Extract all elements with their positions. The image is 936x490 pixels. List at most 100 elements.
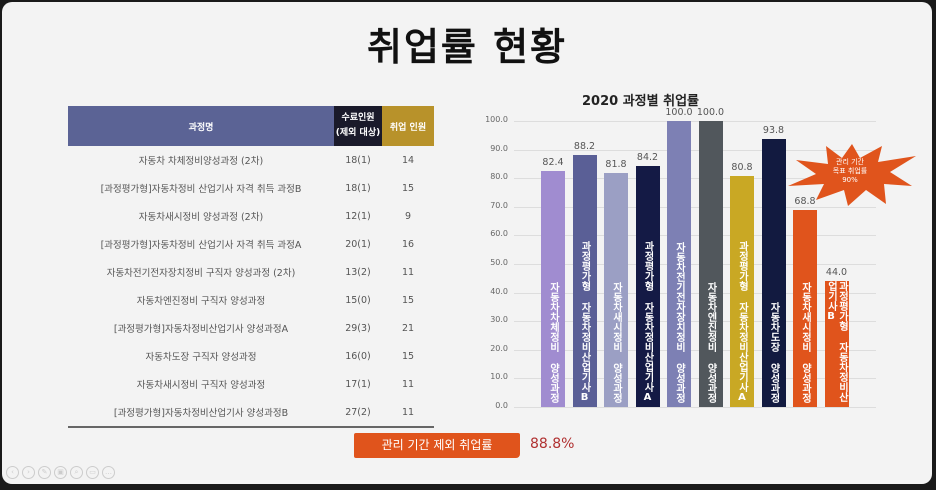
bar: 자동차차체정비 양성과정 bbox=[541, 171, 565, 407]
bar: 자동차새시정비 양성과정 bbox=[793, 210, 817, 407]
bar-chart: 0.0 10.0 20.0 30.0 40.0 50.0 60.0 70.0 80.0 90.0 1… bbox=[472, 102, 922, 422]
y-tick-label: 0.0 bbox=[495, 401, 508, 410]
page-title: 취업률 현황 bbox=[366, 25, 568, 69]
gridline bbox=[514, 178, 876, 180]
completed-count: 15(0) bbox=[345, 294, 371, 306]
course-name: [과정평가형]자동차정비산업기사 양성과정B bbox=[68, 398, 334, 428]
gridline bbox=[514, 206, 876, 208]
bar-value-label: 44.0 bbox=[825, 267, 848, 279]
completed-count: 16(0) bbox=[345, 350, 371, 362]
course-name: 자동차엔진정비 구직자 양성과정 bbox=[136, 296, 266, 307]
bar-category-label: 자동차도장 양성과정 bbox=[768, 301, 779, 403]
bar-value-label: 93.8 bbox=[762, 124, 785, 136]
starburst-annotation bbox=[788, 144, 916, 206]
bar-value-label: 84.2 bbox=[636, 152, 659, 164]
table-row: 자동차전기전자장치정비 구직자 양성과정 (2차) 13(2) 11 bbox=[68, 258, 434, 286]
y-tick-label: 20.0 bbox=[490, 343, 508, 353]
bar: 자동차도장 양성과정 bbox=[761, 138, 786, 407]
bar-value-label: 100.0 bbox=[696, 107, 725, 118]
bar-category-label: 자동차차체정비 양성과정 bbox=[547, 281, 559, 403]
header-completed: 수료인원 (제외 대상) bbox=[334, 106, 382, 146]
employed-count: 15 bbox=[401, 350, 415, 362]
slideshow-toolbar: ‹ › ✎ ▣ ⌕ ▭ … bbox=[6, 466, 115, 479]
completed-count: 17(1) bbox=[345, 378, 371, 390]
course-name: 자동차전기전자장치정비 구직자 양성과정 (2차) bbox=[106, 268, 296, 279]
gridline bbox=[514, 407, 876, 408]
bar-category-label: 자동차엔진정비 양성과정 bbox=[705, 282, 716, 403]
gridline bbox=[514, 292, 876, 294]
prev-icon[interactable]: ‹ bbox=[6, 466, 19, 479]
y-tick-label: 70.0 bbox=[490, 200, 508, 210]
gridline bbox=[514, 378, 876, 380]
completed-count: 18(1) bbox=[345, 182, 371, 194]
course-name: 자동차도장 구직자 양성과정 bbox=[145, 352, 257, 363]
course-table: 과정명 수료인원 (제외 대상) 취업 인원 자동차 차체정비양성과정 (2차) 1… bbox=[68, 106, 434, 428]
header-completed-label: 수료인원 bbox=[341, 113, 375, 123]
table-row: [과정평가형]자동차정비산업기사 양성과정A 29(3) 21 bbox=[68, 314, 434, 342]
completed-count: 29(3) bbox=[345, 322, 371, 334]
completed-count: 20(1) bbox=[345, 238, 371, 250]
y-tick-label: 40.0 bbox=[490, 286, 508, 296]
slide: 취업률 현황 과정명 수료인원 (제외 대상) 취업 인원 자동차 차체정비양성과… bbox=[2, 2, 932, 484]
course-name: 자동차새시정비 구직자 양성과정 bbox=[136, 380, 266, 391]
annotation-line: 90% bbox=[842, 176, 858, 184]
bar-category-label: 자동차새시정비 양성과정 bbox=[610, 281, 622, 403]
y-tick-label: 90.0 bbox=[490, 143, 508, 153]
bar-value-label: 68.8 bbox=[794, 196, 816, 208]
course-name: [과정평가형]자동차정비 산업기사 자격 취득 과정A bbox=[100, 240, 302, 251]
bar: 자동차새시정비 양성과정 bbox=[604, 173, 628, 407]
bar-value-label: 80.8 bbox=[731, 161, 753, 173]
course-name: 자동차 차체정비양성과정 (2차) bbox=[138, 156, 264, 167]
header-course: 과정명 bbox=[68, 106, 334, 146]
more-icon[interactable]: … bbox=[102, 466, 115, 479]
bar: 자동차전기전자장치정비 양성과정 bbox=[667, 121, 691, 407]
y-tick-label: 10.0 bbox=[490, 372, 508, 382]
bar-value-label: 82.4 bbox=[542, 157, 564, 169]
table-row: [과정평가형]자동차정비산업기사 양성과정B 27(2) 11 bbox=[68, 398, 434, 428]
header-excluded-label: (제외 대상) bbox=[335, 128, 381, 138]
gridline bbox=[514, 264, 876, 265]
camera-icon[interactable]: ▭ bbox=[86, 466, 99, 479]
y-tick-label: 60.0 bbox=[490, 229, 508, 239]
gridline bbox=[514, 349, 876, 351]
table-row: 자동차새시정비 구직자 양성과정 17(1) 11 bbox=[68, 370, 434, 398]
pen-icon[interactable]: ✎ bbox=[38, 466, 51, 479]
annotation-line: 목표 취업률 bbox=[832, 167, 868, 175]
completed-count: 13(2) bbox=[345, 266, 371, 278]
annotation-text: 관리 기간 목표 취업률 90% bbox=[810, 158, 890, 185]
employed-count: 15 bbox=[401, 182, 415, 194]
bar: 과정평가형 자동차정비산업기사B bbox=[572, 154, 597, 407]
course-name: [과정평가형]자동차정비 산업기사 자격 취득 과정B bbox=[100, 184, 302, 195]
summary-label: 관리 기간 제외 취업률 bbox=[354, 433, 520, 458]
next-icon[interactable]: › bbox=[22, 466, 35, 479]
bar: 과정평가형 자동차정비산업기사A bbox=[730, 175, 754, 407]
bar: 자동차엔진정비 양성과정 bbox=[698, 121, 723, 407]
completed-count: 27(2) bbox=[334, 398, 382, 428]
bar-category-label: 자동차새시정비 양성과정 bbox=[799, 281, 811, 403]
gridline bbox=[514, 149, 876, 151]
employed-count: 16 bbox=[401, 238, 415, 250]
employed-count: 11 bbox=[401, 266, 415, 278]
y-tick-label: 100.0 bbox=[485, 115, 508, 124]
bar-value-label: 88.2 bbox=[573, 140, 596, 152]
table-row: [과정평가형]자동차정비 산업기사 자격 취득 과정B 18(1) 15 bbox=[68, 174, 434, 202]
employed-count: 15 bbox=[401, 294, 415, 306]
employed-count: 14 bbox=[401, 154, 415, 166]
bar-category-label: 과정평가형 자동차정비산업기사B bbox=[825, 281, 848, 403]
summary-value: 88.8% bbox=[530, 436, 575, 452]
gridline bbox=[514, 321, 876, 323]
bar-category-label: 자동차전기전자장치정비 양성과정 bbox=[673, 242, 685, 403]
bar: 과정평가형 자동차정비산업기사A bbox=[635, 166, 660, 407]
completed-count: 12(1) bbox=[345, 210, 371, 222]
employed-count: 9 bbox=[404, 210, 412, 222]
y-tick-label: 30.0 bbox=[490, 315, 508, 325]
table-row: [과정평가형]자동차정비 산업기사 자격 취득 과정A 20(1) 16 bbox=[68, 230, 434, 258]
bar-value-label: 100.0 bbox=[665, 107, 693, 118]
table-row: 자동차새시정비 양성과정 (2차) 12(1) 9 bbox=[68, 202, 434, 230]
bar-category-label: 과정평가형 자동차정비산업기사A bbox=[736, 240, 748, 403]
slides-icon[interactable]: ▣ bbox=[54, 466, 67, 479]
zoom-icon[interactable]: ⌕ bbox=[70, 466, 83, 479]
employed-count: 11 bbox=[382, 398, 434, 428]
annotation-line: 관리 기간 bbox=[836, 158, 864, 166]
employed-count: 21 bbox=[401, 322, 415, 334]
